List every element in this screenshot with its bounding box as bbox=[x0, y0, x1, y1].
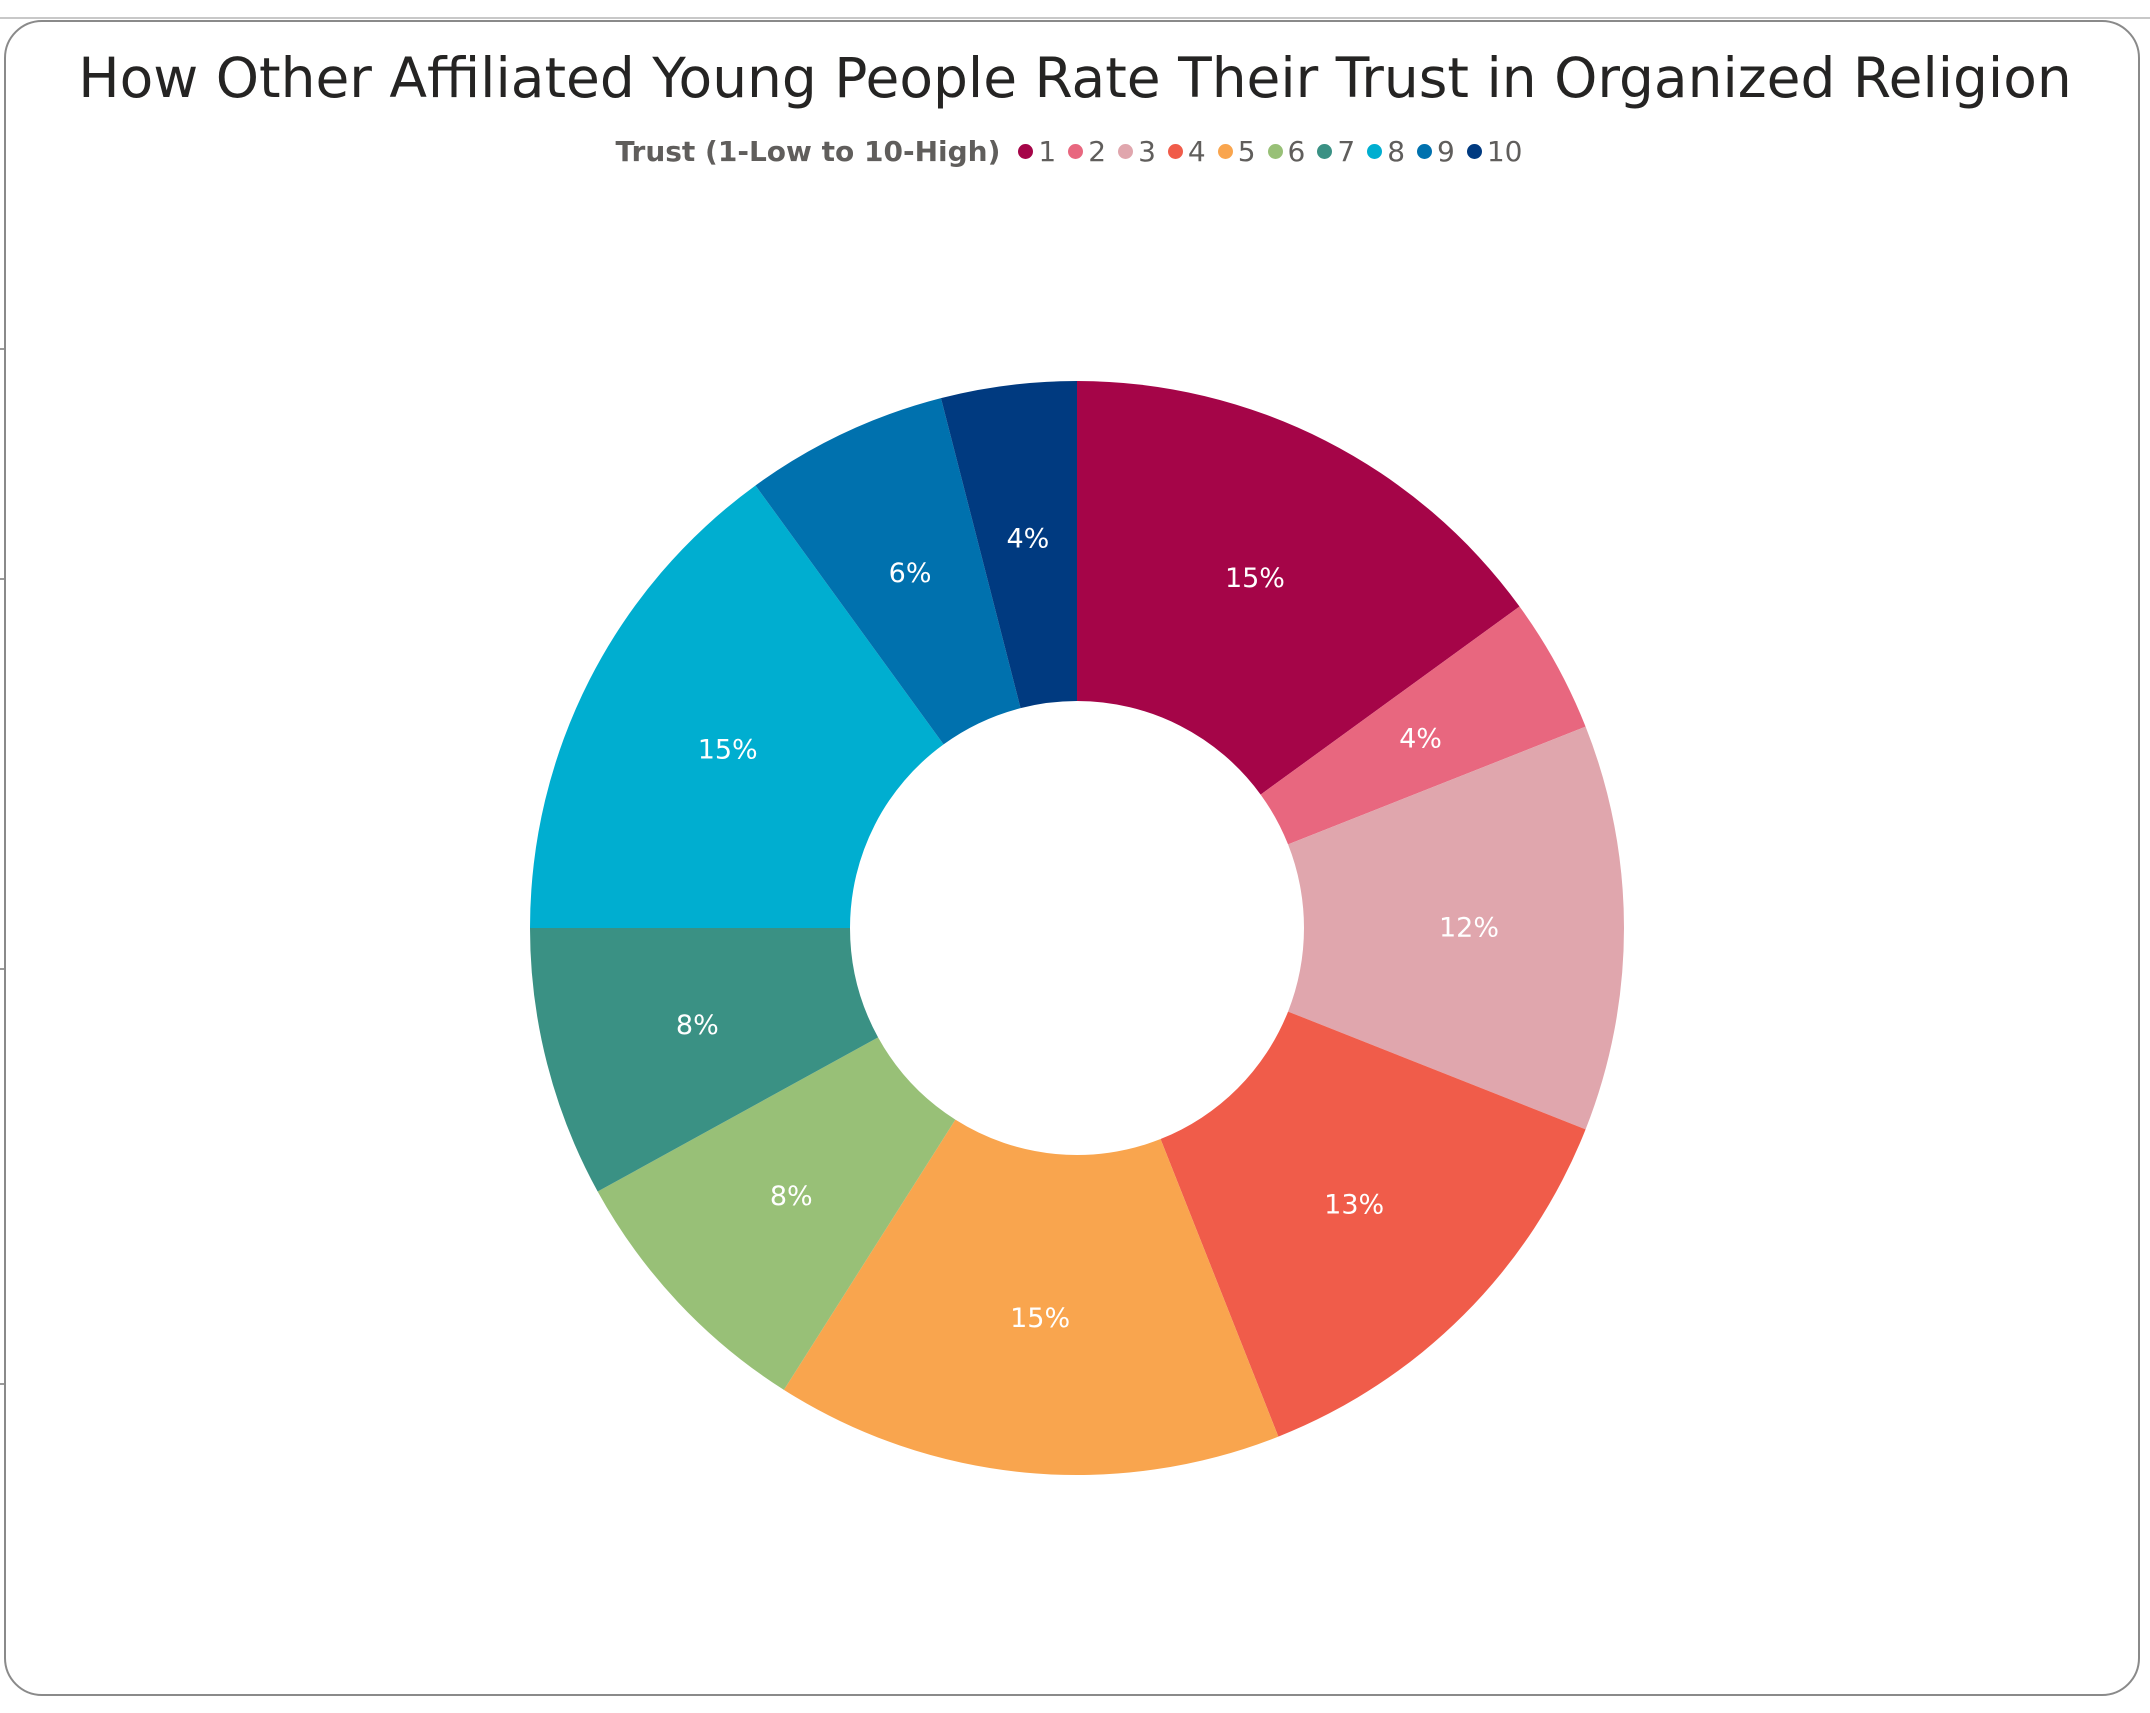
legend-item-6[interactable]: 6 bbox=[1267, 135, 1306, 168]
legend-item-4[interactable]: 4 bbox=[1167, 135, 1206, 168]
chart-legend: Trust (1-Low to 10-High) 1 2 3 4 5 6 7 8 9 10 bbox=[0, 135, 2150, 168]
donut-slice-10[interactable] bbox=[940, 381, 1077, 709]
legend-label-6: 6 bbox=[1287, 135, 1306, 168]
legend-label-1: 1 bbox=[1038, 135, 1057, 168]
legend-swatch-8 bbox=[1367, 144, 1383, 159]
legend-item-9[interactable]: 9 bbox=[1417, 135, 1455, 168]
chart-title: How Other Affiliated Young People Rate T… bbox=[78, 46, 2072, 110]
donut-slice-7[interactable] bbox=[530, 928, 879, 1192]
legend-label-10: 10 bbox=[1486, 135, 1523, 168]
donut-slice-6[interactable] bbox=[597, 1037, 956, 1390]
legend-item-3[interactable]: 3 bbox=[1118, 135, 1156, 168]
data-label-10: 4% bbox=[1006, 524, 1049, 555]
legend-title: Trust (1-Low to 10-High) bbox=[615, 135, 1001, 168]
data-label-9: 6% bbox=[889, 558, 932, 589]
frame-edge-tick bbox=[0, 968, 4, 970]
legend-item-5[interactable]: 5 bbox=[1217, 135, 1256, 168]
data-label-7: 8% bbox=[676, 1010, 719, 1041]
donut-slice-2[interactable] bbox=[1260, 606, 1586, 845]
data-label-3: 12% bbox=[1439, 913, 1499, 944]
legend-item-8[interactable]: 8 bbox=[1367, 135, 1405, 168]
legend-label-3: 3 bbox=[1138, 135, 1156, 168]
legend-label-5: 5 bbox=[1237, 135, 1256, 168]
legend-swatch-3 bbox=[1118, 144, 1134, 159]
legend-swatch-9 bbox=[1417, 144, 1433, 159]
legend-swatch-10 bbox=[1466, 144, 1482, 159]
legend-swatch-7 bbox=[1317, 144, 1333, 159]
legend-item-2[interactable]: 2 bbox=[1068, 135, 1106, 168]
data-label-5: 15% bbox=[1010, 1303, 1070, 1334]
data-label-6: 8% bbox=[770, 1181, 813, 1212]
legend-item-1[interactable]: 1 bbox=[1018, 135, 1056, 168]
legend-label-7: 7 bbox=[1337, 135, 1356, 168]
donut-slice-1[interactable] bbox=[1077, 381, 1520, 795]
legend-swatch-1 bbox=[1018, 144, 1034, 159]
donut-slice-4[interactable] bbox=[1160, 1011, 1586, 1437]
legend-swatch-5 bbox=[1217, 144, 1233, 159]
frame-edge-tick bbox=[0, 578, 4, 580]
data-label-8: 15% bbox=[698, 735, 758, 766]
legend-item-7[interactable]: 7 bbox=[1317, 135, 1355, 168]
frame-edge-tick bbox=[0, 348, 4, 350]
donut-slice-5[interactable] bbox=[783, 1119, 1279, 1475]
legend-label-2: 2 bbox=[1088, 135, 1107, 168]
donut-slice-3[interactable] bbox=[1288, 726, 1624, 1130]
donut-slice-8[interactable] bbox=[530, 485, 944, 928]
donut-slice-9[interactable] bbox=[755, 398, 1021, 745]
legend-item-10[interactable]: 10 bbox=[1466, 135, 1523, 168]
data-label-2: 4% bbox=[1399, 724, 1442, 755]
legend-swatch-4 bbox=[1167, 144, 1183, 159]
legend-label-9: 9 bbox=[1437, 135, 1455, 168]
legend-label-4: 4 bbox=[1187, 135, 1206, 168]
data-label-1: 15% bbox=[1225, 563, 1285, 594]
data-label-4: 13% bbox=[1324, 1190, 1384, 1221]
legend-swatch-2 bbox=[1068, 144, 1084, 159]
frame-edge-tick bbox=[0, 1383, 4, 1385]
legend-swatch-6 bbox=[1267, 144, 1283, 159]
legend-label-8: 8 bbox=[1387, 135, 1406, 168]
window-frame-top-line bbox=[0, 17, 2150, 19]
